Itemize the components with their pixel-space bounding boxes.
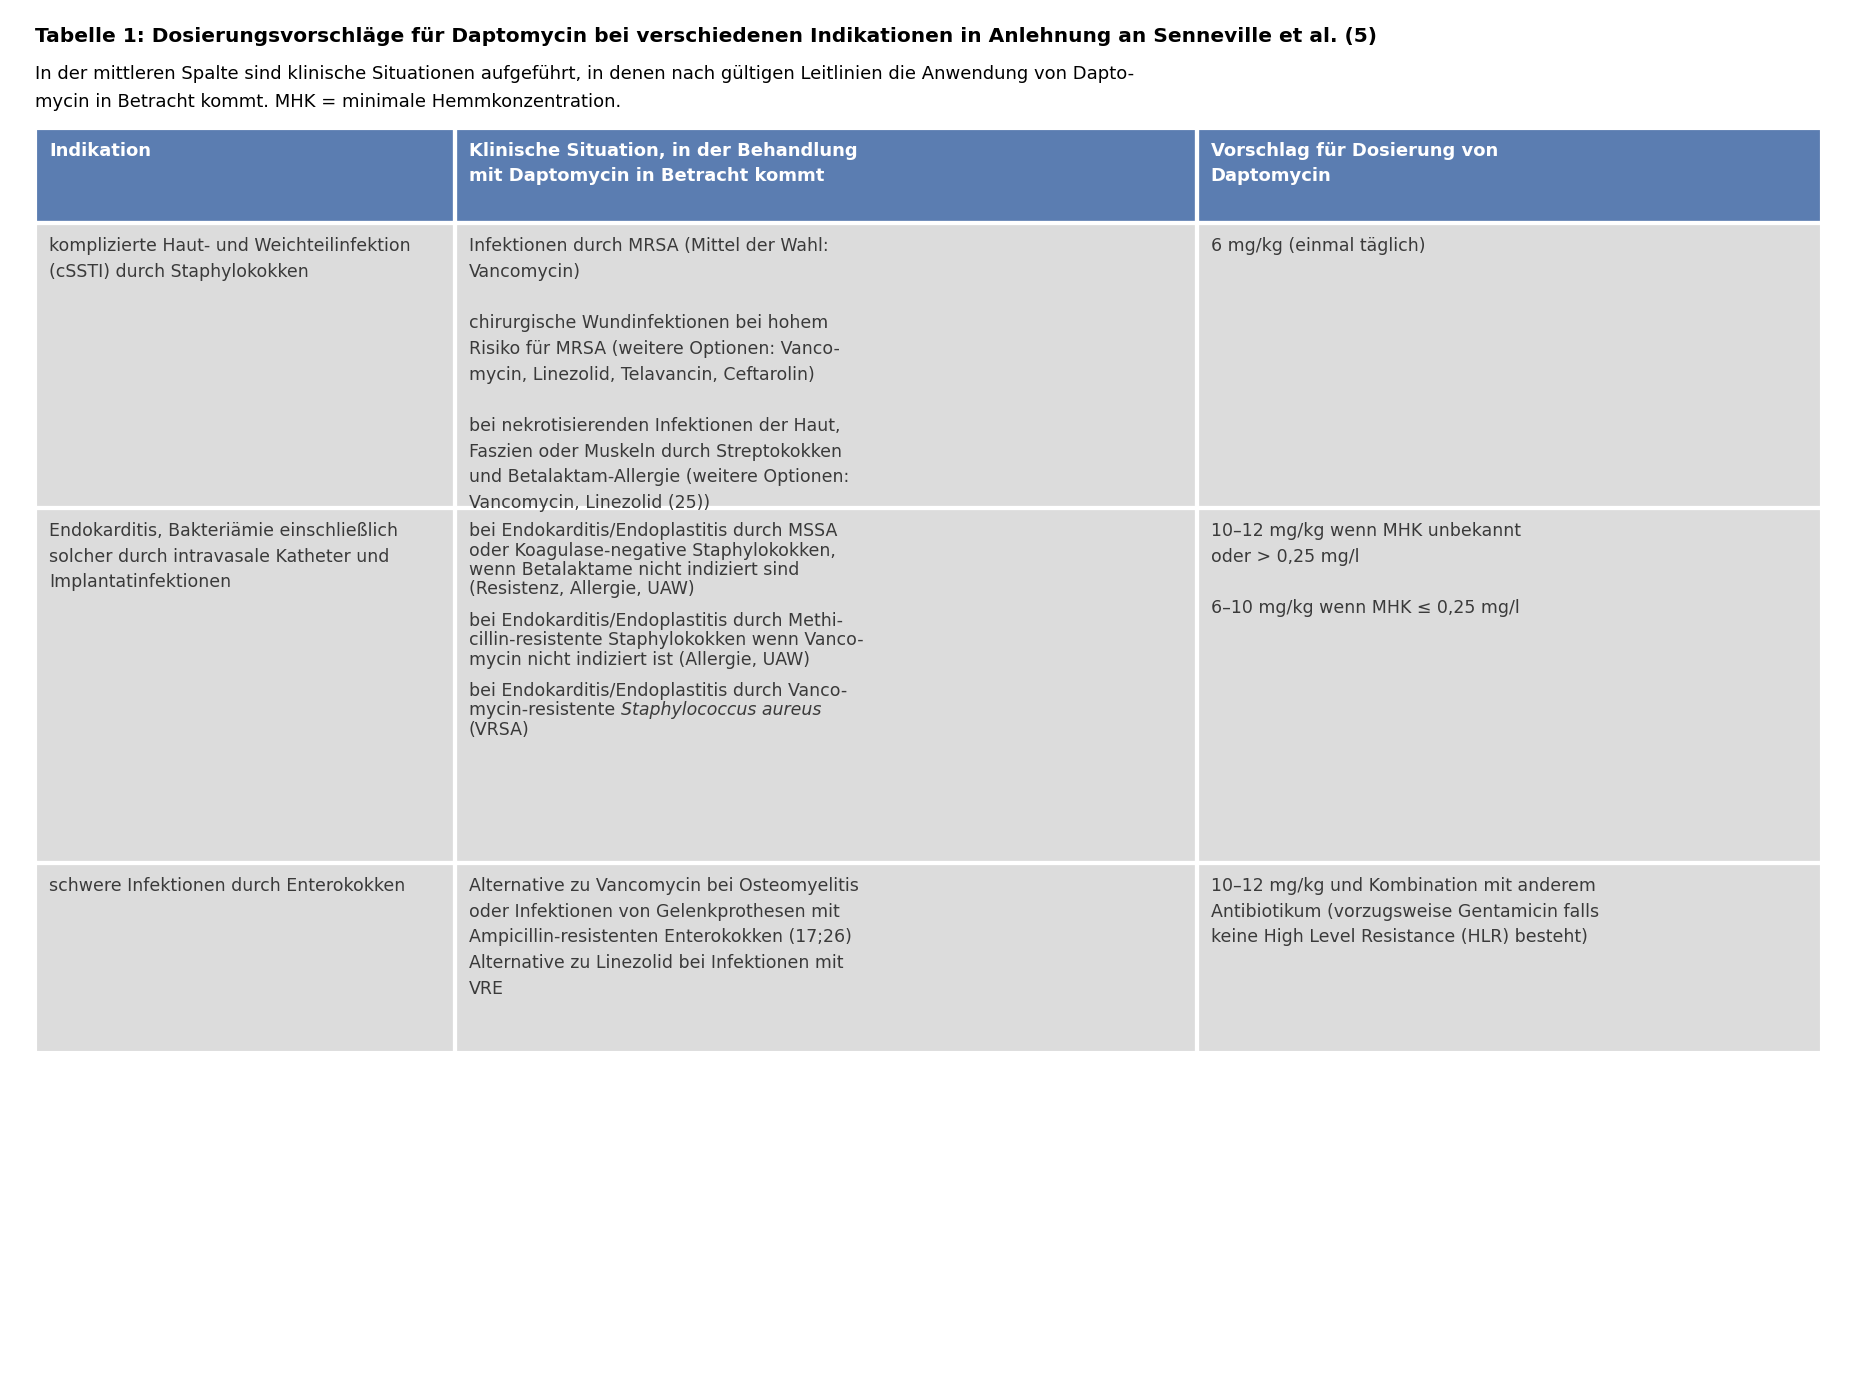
Bar (455, 864, 1196, 1053)
Text: cillin-resistente Staphylokokken wenn Vanco-: cillin-resistente Staphylokokken wenn Va… (470, 632, 864, 649)
Text: 10–12 mg/kg und Kombination mit anderem
Antibiotikum (vorzugsweise Gentamicin fa: 10–12 mg/kg und Kombination mit anderem … (1211, 877, 1599, 946)
Bar (455, 128, 1196, 222)
Text: Vorschlag für Dosierung von
Daptomycin: Vorschlag für Dosierung von Daptomycin (1211, 141, 1499, 185)
Text: (VRSA): (VRSA) (470, 721, 529, 739)
Text: bei Endokarditis/Endoplastitis durch MSSA: bei Endokarditis/Endoplastitis durch MSS… (470, 522, 838, 540)
Bar (1196, 222, 1822, 508)
Text: Infektionen durch MRSA (Mittel der Wahl:
Vancomycin)

chirurgische Wundinfektion: Infektionen durch MRSA (Mittel der Wahl:… (470, 238, 849, 512)
Bar (1196, 864, 1822, 1053)
Text: mycin nicht indiziert ist (Allergie, UAW): mycin nicht indiziert ist (Allergie, UAW… (470, 651, 810, 669)
Text: (Resistenz, Allergie, UAW): (Resistenz, Allergie, UAW) (470, 581, 695, 599)
Bar (35, 864, 455, 1053)
Bar (1196, 128, 1822, 222)
Text: komplizierte Haut- und Weichteilinfektion
(cSSTI) durch Staphylokokken: komplizierte Haut- und Weichteilinfektio… (48, 238, 410, 280)
Text: 10–12 mg/kg wenn MHK unbekannt
oder > 0,25 mg/l

6–10 mg/kg wenn MHK ≤ 0,25 mg/l: 10–12 mg/kg wenn MHK unbekannt oder > 0,… (1211, 522, 1521, 616)
Bar (455, 508, 1196, 864)
Text: mycin-resistente: mycin-resistente (470, 702, 620, 719)
Text: oder Koagulase-negative Staphylokokken,: oder Koagulase-negative Staphylokokken, (470, 541, 836, 560)
Text: wenn Betalaktame nicht indiziert sind: wenn Betalaktame nicht indiziert sind (470, 562, 799, 579)
Bar (1196, 508, 1822, 864)
Text: In der mittleren Spalte sind klinische Situationen aufgeführt, in denen nach gül: In der mittleren Spalte sind klinische S… (35, 65, 1135, 82)
Text: Klinische Situation, in der Behandlung
mit Daptomycin in Betracht kommt: Klinische Situation, in der Behandlung m… (470, 141, 858, 185)
Text: bei Endokarditis/Endoplastitis durch Vanco-: bei Endokarditis/Endoplastitis durch Van… (470, 682, 847, 700)
Text: Tabelle 1: Dosierungsvorschläge für Daptomycin bei verschiedenen Indikationen in: Tabelle 1: Dosierungsvorschläge für Dapt… (35, 27, 1378, 47)
Bar (35, 128, 455, 222)
Bar (455, 222, 1196, 508)
Text: Endokarditis, Bakteriämie einschließlich
solcher durch intravasale Katheter und
: Endokarditis, Bakteriämie einschließlich… (48, 522, 397, 592)
Bar (35, 222, 455, 508)
Text: mycin in Betracht kommt. MHK = minimale Hemmkonzentration.: mycin in Betracht kommt. MHK = minimale … (35, 93, 622, 111)
Text: bei Endokarditis/Endoplastitis durch Methi-: bei Endokarditis/Endoplastitis durch Met… (470, 612, 843, 630)
Text: Staphylococcus aureus: Staphylococcus aureus (620, 702, 821, 719)
Text: Alternative zu Vancomycin bei Osteomyelitis
oder Infektionen von Gelenkprothesen: Alternative zu Vancomycin bei Osteomyeli… (470, 877, 858, 998)
Text: schwere Infektionen durch Enterokokken: schwere Infektionen durch Enterokokken (48, 877, 405, 895)
Text: 6 mg/kg (einmal täglich): 6 mg/kg (einmal täglich) (1211, 238, 1424, 255)
Bar (35, 508, 455, 864)
Text: Indikation: Indikation (48, 141, 150, 161)
